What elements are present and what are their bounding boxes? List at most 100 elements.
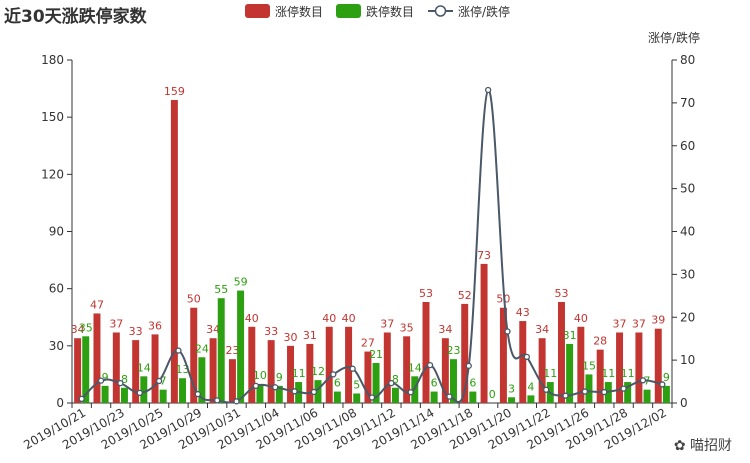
limit-down-bar[interactable] [120, 387, 128, 403]
limit-up-bar[interactable] [267, 340, 275, 403]
ratio-point[interactable] [136, 389, 143, 397]
ratio-point[interactable] [484, 86, 492, 94]
ratio-point[interactable] [233, 398, 240, 405]
ratio-point[interactable] [446, 393, 453, 400]
limit-down-bar[interactable] [372, 362, 380, 403]
limit-up-bar[interactable] [287, 345, 294, 403]
legend-limit-up-swatch[interactable] [245, 4, 270, 18]
limit-up-value-label: 27 [361, 337, 375, 350]
limit-down-bar[interactable] [217, 298, 225, 403]
limit-down-bar[interactable] [430, 391, 438, 403]
limit-down-bar[interactable] [450, 359, 457, 403]
limit-down-bar[interactable] [353, 393, 361, 403]
ratio-point[interactable] [659, 381, 666, 388]
ratio-point[interactable] [78, 395, 85, 402]
ratio-point[interactable] [175, 347, 182, 354]
limit-up-bar[interactable] [190, 307, 198, 403]
limit-up-bar[interactable] [480, 263, 488, 403]
ratio-point[interactable] [368, 394, 376, 401]
ratio-point[interactable] [97, 377, 105, 384]
ratio-point[interactable] [155, 377, 163, 385]
limit-up-bar[interactable] [325, 326, 333, 403]
limit-up-bar[interactable] [558, 302, 565, 403]
limit-up-bar[interactable] [170, 100, 178, 404]
ratio-point[interactable] [465, 362, 472, 369]
limit-up-bar[interactable] [132, 340, 140, 403]
ratio-point[interactable] [562, 392, 569, 399]
limit-up-value-label: 40 [245, 312, 259, 325]
legend-limit-down-swatch[interactable] [336, 4, 361, 18]
limit-up-bar[interactable] [112, 332, 120, 403]
limit-down-bar[interactable] [643, 389, 651, 403]
ratio-point[interactable] [252, 382, 260, 390]
ratio-point[interactable] [349, 365, 356, 372]
limit-down-bar[interactable] [662, 385, 670, 403]
ratio-point[interactable] [426, 361, 434, 369]
limit-down-bar[interactable] [140, 376, 148, 403]
limit-down-bar[interactable] [256, 383, 264, 403]
limit-up-bar[interactable] [74, 338, 82, 403]
limit-up-bar[interactable] [403, 336, 411, 403]
limit-down-value-label: 6 [431, 377, 438, 390]
limit-up-bar[interactable] [364, 351, 372, 403]
legend-ratio-marker[interactable] [434, 5, 447, 17]
ratio-point[interactable] [620, 385, 627, 392]
ratio-point[interactable] [388, 379, 395, 387]
limit-down-bar[interactable] [237, 290, 245, 403]
limit-down-bar[interactable] [566, 343, 574, 403]
ratio-point[interactable] [601, 388, 608, 396]
ratio-point[interactable] [117, 379, 124, 387]
limit-down-value-label: 3 [508, 382, 515, 395]
limit-down-bar[interactable] [469, 391, 477, 403]
limit-down-bar[interactable] [585, 374, 593, 403]
ratio-point[interactable] [330, 371, 337, 378]
ratio-point[interactable] [291, 388, 298, 395]
limit-down-bar[interactable] [411, 376, 419, 403]
limit-up-value-label: 52 [458, 289, 472, 302]
ratio-point[interactable] [543, 386, 550, 393]
limit-up-bar[interactable] [228, 359, 236, 403]
limit-down-value-label: 31 [563, 329, 577, 342]
limit-down-bar[interactable] [391, 387, 399, 403]
limit-up-bar[interactable] [461, 303, 469, 403]
limit-up-value-label: 43 [516, 306, 530, 319]
limit-down-bar[interactable] [82, 336, 90, 403]
ratio-point[interactable] [523, 353, 530, 361]
limit-up-bar[interactable] [519, 321, 527, 403]
limit-up-bar[interactable] [616, 332, 624, 403]
limit-up-bar[interactable] [441, 338, 449, 403]
ratio-point[interactable] [194, 390, 201, 398]
limit-up-bar[interactable] [577, 326, 585, 403]
limit-up-bar[interactable] [538, 338, 546, 403]
limit-up-bar[interactable] [596, 349, 604, 403]
limit-down-value-label: 15 [582, 359, 596, 372]
limit-down-bar[interactable] [527, 395, 535, 403]
ratio-point[interactable] [581, 388, 589, 395]
limit-down-bar[interactable] [508, 397, 516, 403]
limit-down-bar[interactable] [314, 380, 322, 403]
limit-up-bar[interactable] [306, 343, 314, 403]
limit-down-bar[interactable] [179, 378, 186, 403]
limit-down-bar[interactable] [101, 385, 109, 403]
ratio-point[interactable] [504, 328, 511, 335]
limit-up-bar[interactable] [151, 334, 159, 403]
ratio-point[interactable] [272, 384, 279, 391]
limit-up-bar[interactable] [635, 332, 643, 403]
limit-up-bar[interactable] [422, 302, 430, 403]
limit-up-bar[interactable] [499, 307, 507, 403]
limit-up-bar[interactable] [209, 338, 217, 403]
limit-up-bar[interactable] [248, 326, 256, 403]
limit-up-bar[interactable] [654, 328, 662, 403]
limit-down-bar[interactable] [275, 385, 283, 403]
ratio-point[interactable] [639, 377, 647, 384]
limit-up-bar[interactable] [383, 332, 391, 403]
limit-down-bar[interactable] [333, 391, 341, 403]
limit-down-bar[interactable] [624, 382, 632, 403]
ratio-point[interactable] [407, 389, 414, 396]
limit-up-bar[interactable] [93, 313, 101, 403]
limit-down-bar[interactable] [198, 357, 206, 403]
limit-down-bar[interactable] [159, 389, 167, 403]
limit-up-bar[interactable] [345, 326, 353, 403]
ratio-point[interactable] [310, 388, 318, 396]
ratio-point[interactable] [214, 397, 221, 404]
